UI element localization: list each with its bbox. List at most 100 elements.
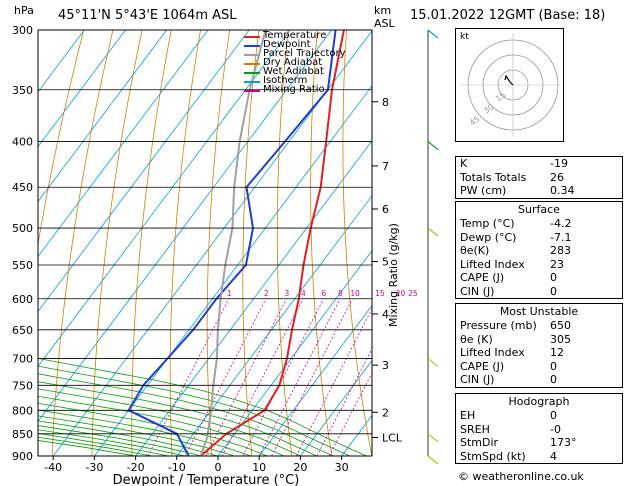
mixing-ratio-line [147,298,230,456]
legend-label: Isotherm [263,75,308,86]
hodo-ring-label: 15 [494,90,508,103]
surface-label: Dewp (°C) [460,230,517,244]
most-unstable-row: CAPE (J) 0 [456,360,622,374]
mixing-ratio-axis-label: Mixing Ratio (g/kg) [387,223,400,327]
km-tick-label: 7 [382,160,389,173]
mixing-ratio-line [258,298,341,456]
hodograph-title: Hodograph [508,395,570,408]
legend-label: Dewpoint [263,39,311,50]
pressure-tick-label: 700 [12,353,33,366]
x-tick-label: 10 [252,461,266,474]
tt-label: Totals Totals [460,170,527,184]
mixing-ratio-label: 6 [322,289,327,298]
most-unstable-row: CIN (J) 0 [456,373,622,387]
mixing-ratio-label: 20 [396,289,406,298]
x-tick-label: 30 [335,461,349,474]
isotherm-line [38,30,291,368]
x-tick-label: -10 [168,461,186,474]
dry-adiabat-line [131,30,172,456]
surface-value: -7.1 [550,230,572,244]
legend-swatch [244,81,260,83]
km-tick-label: 6 [382,203,389,216]
pressure-tick-label: 500 [12,222,33,235]
most-unstable-title: Most Unstable [499,305,579,318]
km-axis-label: km [374,4,392,17]
asl-axis-label: ASL [374,17,395,30]
most-unstable-row: Lifted Index 12 [456,346,622,360]
hodograph-plot: 15 30 45 kt [460,32,560,137]
most-unstable-value: 0 [550,359,557,373]
surface-row: CAPE (J) 0 [456,271,622,285]
mixing-ratio-label: 4 [301,289,306,298]
most-unstable-label: θe (K) [460,332,493,346]
most-unstable-label: Lifted Index [460,346,525,359]
pressure-tick-label: 550 [12,259,33,272]
hodograph-label: SREH [460,422,490,436]
km-tick-label: 4 [382,308,389,321]
km-tick-label: 3 [382,359,389,372]
km-tick-label: 8 [382,96,389,109]
pressure-tick-label: 750 [12,379,33,392]
surface-label: θe(K) [460,244,490,257]
pressure-tick-label: 900 [12,450,33,463]
most-unstable-panel: Most Unstable Pressure (mb) 650 θe (K) 305 L… [455,303,623,388]
surface-value: -4.2 [550,217,572,230]
dry-adiabat-line [51,30,114,456]
datetime-title: 15.01.2022 12GMT (Base: 18) [410,8,606,23]
wind-barb [427,227,439,237]
legend-swatch [244,63,260,65]
mixing-ratio-label: 10 [350,289,360,298]
hodo-ring-label: 45 [468,114,482,127]
km-tick-label: LCL [382,431,403,444]
most-unstable-value: 12 [550,346,564,359]
hodograph-label: StmSpd (kt) [460,449,526,463]
mixing-ratio-line [242,298,324,456]
surface-label: CAPE (J) [460,271,505,284]
pw-label: PW (cm) [460,184,507,197]
km-tick-label: 2 [382,406,389,419]
mixing-ratio-label: 1 [227,289,232,298]
wind-barb [427,433,439,443]
surface-value: 0 [550,271,557,284]
legend-label: Temperature [263,30,327,41]
location-title: 45°11'N 5°43'E 1064m ASL [58,8,237,23]
hodograph-panel: Hodograph EH 0 SREH -0 StmDir 173° StmSpd (kt)… [455,393,623,464]
index-row: Totals Totals 26 [456,171,622,185]
pressure-tick-label: 400 [12,136,33,149]
hodograph-row: StmDir 173° [456,436,622,450]
x-axis-label: Dewpoint / Temperature (°C) [113,473,300,486]
isotherm-line [38,30,126,148]
most-unstable-row: Pressure (mb) 650 [456,319,622,333]
surface-row: CIN (J) 0 [456,285,622,299]
legend-swatch [244,45,260,47]
most-unstable-row: θe (K) 305 [456,333,622,347]
x-tick-label: -30 [85,461,103,474]
isotherm-line [38,30,209,258]
k-value: -19 [550,157,568,170]
isotherm-line [176,195,372,456]
indices-panel: K -19 Totals Totals 26 PW (cm) 0.34 [455,156,623,199]
legend-swatch [244,54,260,56]
hodograph-label: EH [460,409,476,422]
x-tick-label: 20 [293,461,307,474]
hodo-ring-label: 30 [482,102,496,115]
mixing-ratio-line [205,298,287,456]
hodograph-label: StmDir [460,436,499,449]
legend-label: Dry Adiabat [263,57,323,68]
pressure-tick-label: 650 [12,324,33,337]
mixing-ratio-label: 3 [284,289,289,298]
mixing-ratio-line [184,298,267,456]
wet-adiabat-line [38,415,235,456]
hodograph-trace [504,74,514,86]
isotherm-line [38,30,250,313]
surface-value: 23 [550,257,564,271]
km-tick-label: 5 [382,255,389,268]
surface-label: Temp (°C) [460,217,515,230]
pressure-tick-label: 450 [12,181,33,194]
footer-credit: © weatheronline.co.uk [458,470,584,483]
hpa-axis-label: hPa [14,4,34,17]
index-row: PW (cm) 0.34 [456,184,622,198]
x-tick-label: 0 [215,461,222,474]
wet-adiabat-line [38,402,268,456]
wind-barb [427,29,439,39]
